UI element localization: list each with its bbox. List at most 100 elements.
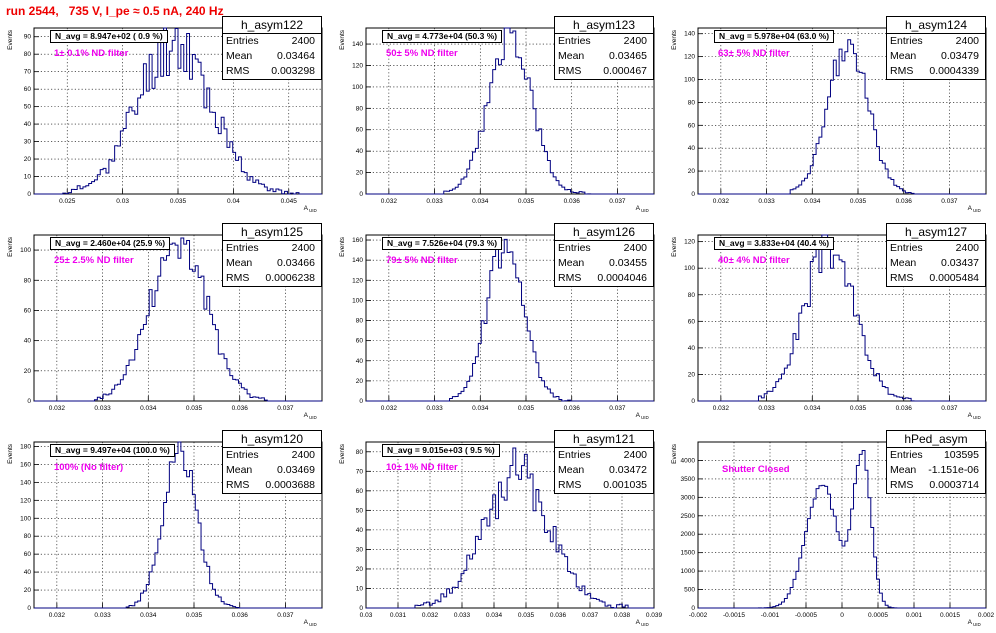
y-tick-label: 0: [359, 605, 363, 612]
y-tick-label: 90: [24, 34, 32, 41]
stats-row-entries: Entries 2400: [223, 34, 321, 49]
x-tick-label: 0.034: [804, 405, 821, 412]
stats-value: 0.001035: [603, 479, 647, 491]
x-tick-label: 0.032: [381, 198, 398, 205]
filter-note: 79± 5% ND filter: [386, 255, 458, 266]
y-axis-label: Events: [7, 29, 14, 50]
y-tick-label: 1500: [681, 550, 696, 557]
y-tick-label: 20: [356, 170, 364, 177]
stats-value: 0.003298: [271, 65, 315, 77]
y-tick-label: 60: [24, 86, 32, 93]
y-tick-label: 1000: [681, 568, 696, 575]
y-tick-label: 40: [356, 148, 364, 155]
x-axis-label: A: [304, 619, 309, 626]
x-tick-label: 0.035: [518, 612, 535, 619]
x-tick-label: 0.036: [232, 405, 249, 412]
stats-box: h_asym120 Entries 2400 Mean 0.03469 RMS 0.0003…: [222, 430, 322, 494]
stats-label: RMS: [226, 272, 250, 284]
x-tick-label: 0: [840, 612, 844, 619]
x-tick-label: 0.034: [472, 405, 489, 412]
histogram-h_asym127: 0.032 0.033 0.034 0.035 0.036 0.037 20 40 60 80 10…: [671, 234, 987, 420]
stats-box: hPed_asym Entries 103595 Mean -1.151e-06 RMS 0…: [886, 430, 986, 494]
filter-note: 63± 5% ND filter: [718, 48, 790, 59]
stats-row-entries: Entries 2400: [887, 241, 985, 256]
x-tick-label: 0.034: [140, 405, 157, 412]
y-tick-label: 40: [356, 527, 364, 534]
x-tick-label: 0.032: [49, 612, 66, 619]
x-axis-sublabel: UID: [973, 622, 982, 627]
y-tick-label: 120: [684, 54, 695, 61]
stats-row-rms: RMS 0.0003714: [887, 478, 985, 493]
y-tick-label: 80: [356, 105, 364, 112]
x-axis-label: A: [636, 205, 641, 212]
stats-row-rms: RMS 0.0005484: [887, 271, 985, 286]
x-tick-label: 0.036: [564, 198, 581, 205]
panel-h_asym120: 0.032 0.033 0.034 0.035 0.036 0.037 20 40 60 80 10…: [0, 426, 328, 633]
x-tick-label: 0.0005: [868, 612, 888, 619]
x-tick-label: -0.001: [761, 612, 780, 619]
stats-label: Mean: [890, 464, 917, 476]
panel-h_asym126: 0.032 0.033 0.034 0.035 0.036 0.037 20 40 60 80 10…: [332, 219, 660, 426]
y-tick-label: 100: [352, 84, 363, 91]
x-tick-label: 0.039: [646, 612, 663, 619]
y-tick-label: 500: [684, 587, 695, 594]
stats-row-mean: Mean 0.03464: [223, 49, 321, 64]
y-tick-label: 10: [24, 174, 32, 181]
stats-value: 0.000467: [603, 65, 647, 77]
stats-value: 103595: [943, 449, 979, 461]
x-tick-label: 0.036: [896, 405, 913, 412]
y-tick-label: 0: [691, 398, 695, 405]
y-tick-label: 60: [356, 488, 364, 495]
stats-row-entries: Entries 2400: [555, 34, 653, 49]
y-tick-label: 80: [688, 292, 696, 299]
x-tick-label: 0.034: [486, 612, 503, 619]
x-axis-label: A: [636, 412, 641, 419]
y-tick-label: 140: [352, 257, 363, 264]
plot-frame: [365, 234, 655, 402]
plot-frame: [697, 27, 987, 195]
x-tick-label: 0.033: [758, 405, 775, 412]
stats-value: 2400: [623, 449, 647, 461]
stats-value: 0.03455: [609, 257, 647, 269]
panel-h_asym121: 0.03 0.031 0.032 0.033 0.034 0.035 0.036 0.037 0…: [332, 426, 663, 633]
x-axis-sublabel: UID: [309, 622, 318, 627]
y-tick-label: 80: [356, 449, 364, 456]
y-tick-label: 0: [359, 398, 363, 405]
navg-label: N_avg = 2.460e+04 (25.9 %): [50, 237, 171, 250]
y-tick-label: 20: [24, 368, 32, 375]
y-tick-label: 120: [352, 62, 363, 69]
y-tick-label: 40: [24, 121, 32, 128]
x-tick-label: 0.033: [426, 198, 443, 205]
y-tick-label: 20: [24, 156, 32, 163]
y-axis-label: Events: [7, 236, 14, 257]
histogram-line: [698, 39, 986, 195]
histogram-line: [698, 449, 986, 609]
stats-row-mean: Mean 0.03479: [887, 49, 985, 64]
y-tick-label: 50: [24, 104, 32, 111]
x-tick-label: 0.04: [227, 198, 240, 205]
stats-box: h_asym121 Entries 2400 Mean 0.03472 RMS 0.0010…: [554, 430, 654, 494]
x-tick-label: 0.002: [978, 612, 995, 619]
x-axis-label: A: [636, 619, 641, 626]
x-tick-label: 0.034: [140, 612, 157, 619]
y-tick-label: 140: [20, 479, 31, 486]
stats-box: h_asym123 Entries 2400 Mean 0.03465 RMS 0.0004…: [554, 16, 654, 80]
histogram-h_asym122: 0.025 0.03 0.035 0.04 0.045 10 20 30 40 50 60 70 80 9…: [7, 27, 323, 213]
stats-label: RMS: [558, 65, 582, 77]
y-tick-label: 70: [24, 69, 32, 76]
histogram-line: [366, 27, 654, 195]
x-axis-sublabel: UID: [641, 415, 650, 420]
stats-row-rms: RMS 0.0006238: [223, 271, 321, 286]
plot-frame: [365, 441, 655, 609]
x-tick-label: 0.033: [94, 612, 111, 619]
x-tick-label: 0.037: [941, 198, 958, 205]
stats-row-entries: Entries 2400: [555, 448, 653, 463]
y-tick-label: 60: [688, 318, 696, 325]
x-axis-label: A: [304, 205, 309, 212]
y-tick-label: 120: [20, 497, 31, 504]
x-tick-label: -0.0015: [723, 612, 745, 619]
x-tick-label: 0.037: [582, 612, 599, 619]
histogram-name: h_asym122: [223, 17, 321, 34]
stats-label: Entries: [890, 35, 923, 47]
stats-box: h_asym125 Entries 2400 Mean 0.03466 RMS 0.0006…: [222, 223, 322, 287]
